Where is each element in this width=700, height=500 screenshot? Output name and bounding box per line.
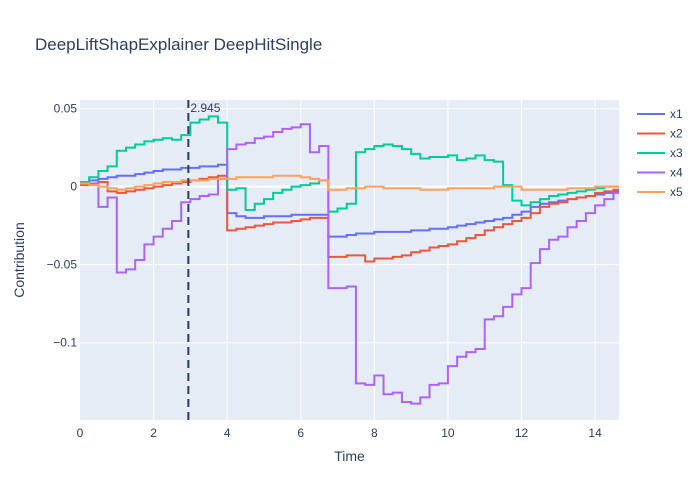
series-layer	[80, 115, 619, 405]
plot-background	[80, 100, 619, 420]
series-line-x5	[80, 174, 619, 191]
x-tick-label: 8	[371, 426, 378, 440]
y-tick-label: −0.1	[53, 336, 77, 350]
legend[interactable]: x1 x2 x3 x4 x5	[637, 107, 683, 199]
legend-label: x5	[670, 185, 683, 199]
y-tick-label: 0	[70, 180, 77, 194]
y-axis-ticks: 0.05 0 −0.05 −0.1	[47, 102, 78, 350]
x-tick-label: 6	[297, 426, 304, 440]
series-line-x2	[80, 174, 619, 263]
legend-item-x2[interactable]: x2	[637, 127, 683, 141]
vline-label: 2.945	[190, 101, 220, 115]
series-line-x3	[80, 115, 619, 213]
legend-item-x4[interactable]: x4	[637, 166, 683, 180]
x-tick-label: 4	[224, 426, 231, 440]
x-tick-label: 10	[441, 426, 455, 440]
vertical-marker: 2.945	[187, 100, 221, 420]
y-tick-label: 0.05	[54, 102, 78, 116]
legend-label: x4	[670, 166, 683, 180]
x-tick-label: 2	[150, 426, 157, 440]
legend-item-x1[interactable]: x1	[637, 107, 683, 121]
y-axis-title: Contribution	[11, 222, 27, 298]
x-tick-label: 14	[588, 426, 602, 440]
series-line-x4	[80, 123, 619, 405]
legend-item-x5[interactable]: x5	[637, 185, 683, 199]
x-tick-label: 0	[77, 426, 84, 440]
x-axis-title: Time	[334, 448, 365, 464]
y-tick-label: −0.05	[47, 258, 78, 272]
legend-label: x3	[670, 146, 683, 160]
x-tick-label: 12	[515, 426, 529, 440]
legend-item-x3[interactable]: x3	[637, 146, 683, 160]
x-axis-ticks: 0 2 4 6 8 10 12 14	[77, 426, 602, 440]
series-line-x1	[80, 163, 619, 238]
legend-label: x1	[670, 107, 683, 121]
legend-label: x2	[670, 127, 683, 141]
chart-title: DeepLiftShapExplainer DeepHitSingle	[35, 35, 322, 54]
